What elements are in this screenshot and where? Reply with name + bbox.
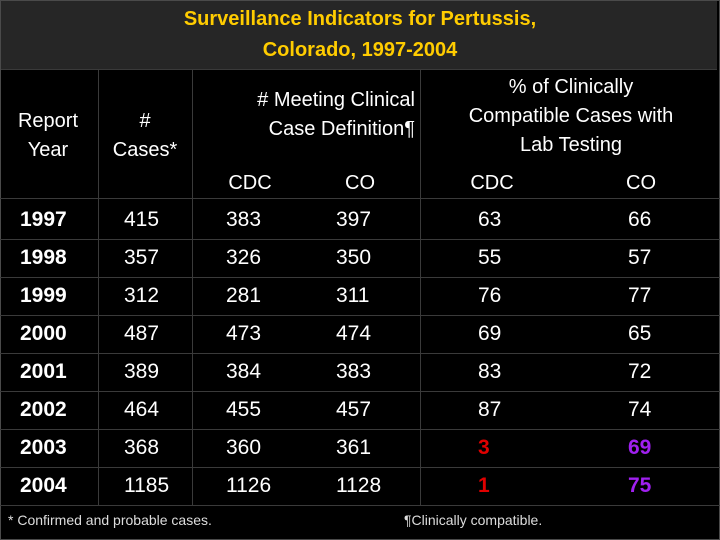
cell-meeting-cdc: 326	[226, 246, 262, 269]
cell-meeting-cdc: 281	[226, 284, 262, 307]
cell-meeting-cdc: 383	[226, 208, 262, 231]
cell-cases: 368	[124, 436, 160, 459]
title-band	[1, 1, 717, 70]
title-line-2: Colorado, 1997-2004	[262, 39, 458, 61]
grid-vline	[192, 70, 193, 505]
footer-separator	[0, 505, 720, 506]
cell-meeting-cdc: 384	[226, 360, 262, 383]
cell-meeting-co: 1128	[336, 474, 382, 497]
cell-pct-co: 72	[628, 360, 652, 383]
grid-hline	[0, 239, 720, 240]
subheader-pct-cdc: CDC	[470, 172, 514, 194]
header-pct-lab-testing: % of Clinically Compatible Cases with La…	[468, 76, 674, 156]
cell-pct-cdc: 69	[478, 322, 502, 345]
cell-cases: 1185	[124, 474, 170, 497]
cell-year: 2001	[20, 360, 67, 383]
cell-meeting-co: 457	[336, 398, 372, 421]
cell-pct-co: 66	[628, 208, 652, 231]
header-report-year: Report Year	[17, 110, 79, 161]
footnote-confirmed: * Confirmed and probable cases.	[8, 512, 212, 528]
grid-vline	[420, 70, 421, 505]
subheader-pct-co: CO	[626, 172, 656, 194]
footnote-clinical: ¶Clinically compatible.	[404, 512, 543, 528]
cell-year: 2002	[20, 398, 67, 421]
grid-hline	[0, 429, 720, 430]
grid-vline	[98, 70, 99, 505]
grid-hline	[0, 467, 720, 468]
cell-meeting-cdc: 360	[226, 436, 262, 459]
cell-pct-cdc: 76	[478, 284, 502, 307]
cell-pct-co: 69	[628, 436, 652, 459]
cell-meeting-co: 474	[336, 322, 372, 345]
cell-cases: 312	[124, 284, 160, 307]
cell-pct-cdc: 3	[478, 436, 490, 459]
cell-pct-co: 75	[628, 474, 652, 497]
cell-cases: 357	[124, 246, 160, 269]
cell-year: 1997	[20, 208, 67, 231]
cell-meeting-cdc: 473	[226, 322, 262, 345]
cell-cases: 487	[124, 322, 160, 345]
header-cases: # Cases*	[112, 110, 178, 161]
grid-hline	[0, 198, 720, 199]
cell-cases: 464	[124, 398, 160, 421]
cell-meeting-co: 397	[336, 208, 372, 231]
cell-meeting-cdc: 1126	[226, 474, 272, 497]
cell-year: 1998	[20, 246, 67, 269]
grid-hline	[0, 353, 720, 354]
cell-pct-co: 57	[628, 246, 652, 269]
cell-pct-cdc: 55	[478, 246, 502, 269]
cell-meeting-cdc: 455	[226, 398, 262, 421]
cell-year: 2003	[20, 436, 67, 459]
cell-meeting-co: 350	[336, 246, 372, 269]
cell-cases: 415	[124, 208, 160, 231]
grid-hline	[0, 277, 720, 278]
subheader-meeting-co: CO	[345, 172, 375, 194]
cell-year: 1999	[20, 284, 67, 307]
cell-pct-co: 77	[628, 284, 652, 307]
cell-pct-cdc: 1	[478, 474, 490, 497]
grid-hline	[0, 391, 720, 392]
cell-pct-cdc: 87	[478, 398, 502, 421]
cell-pct-cdc: 63	[478, 208, 502, 231]
cell-pct-co: 65	[628, 322, 652, 345]
subheader-meeting-cdc: CDC	[228, 172, 272, 194]
cell-cases: 389	[124, 360, 160, 383]
header-meeting-clinical: # Meeting Clinical Case Definition¶	[257, 89, 415, 140]
cell-meeting-co: 383	[336, 360, 372, 383]
grid-hline	[0, 315, 720, 316]
cell-year: 2000	[20, 322, 67, 345]
cell-pct-cdc: 83	[478, 360, 502, 383]
cell-meeting-co: 311	[336, 284, 370, 307]
surveillance-table: Report Year # Cases* # Meeting Clinical …	[0, 70, 720, 505]
cell-meeting-co: 361	[336, 436, 372, 459]
title-line-1: Surveillance Indicators for Pertussis,	[183, 8, 537, 30]
cell-pct-co: 74	[628, 398, 652, 421]
cell-year: 2004	[20, 474, 67, 497]
